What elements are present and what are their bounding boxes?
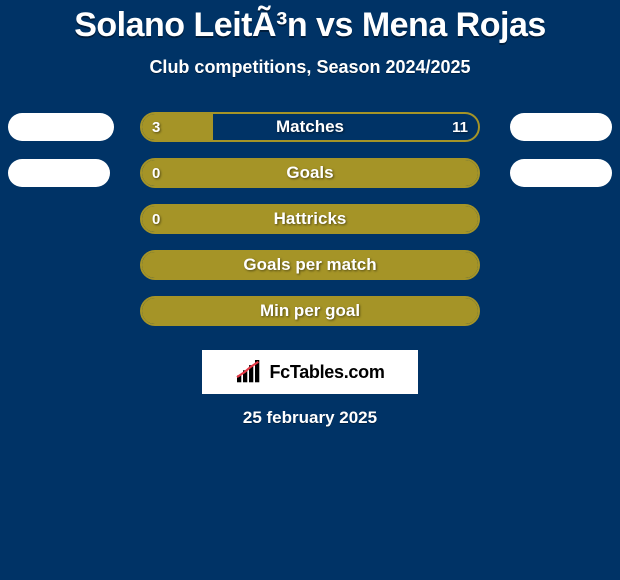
stat-value-left: 3: [152, 114, 160, 140]
stat-rows: Matches311Goals0Hattricks0Goals per matc…: [0, 112, 620, 326]
right-bubble: [510, 159, 612, 187]
stat-row: Goals per match: [0, 250, 620, 280]
stat-bar: Min per goal: [140, 296, 480, 326]
stat-label: Matches: [142, 114, 478, 140]
page-title: Solano LeitÃ³n vs Mena Rojas: [74, 6, 546, 45]
date-text: 25 february 2025: [243, 408, 377, 428]
subtitle: Club competitions, Season 2024/2025: [149, 57, 470, 78]
stat-row: Goals0: [0, 158, 620, 188]
stat-row: Matches3 11: [0, 112, 620, 142]
stat-value-left: 0: [152, 206, 160, 232]
left-bubble: [8, 159, 110, 187]
left-bubble: [8, 113, 114, 141]
stat-label: Hattricks: [142, 206, 478, 232]
stat-bar: Goals0: [140, 158, 480, 188]
stat-value-right: 11: [452, 114, 468, 140]
bars-icon: [235, 360, 263, 384]
stat-bar: Matches3 11: [140, 112, 480, 142]
stat-row: Hattricks0: [0, 204, 620, 234]
stat-row: Min per goal: [0, 296, 620, 326]
stat-label: Min per goal: [142, 298, 478, 324]
stat-label: Goals per match: [142, 252, 478, 278]
stat-bar: Goals per match: [140, 250, 480, 280]
brand-badge: FcTables.com: [202, 350, 418, 394]
brand-text: FcTables.com: [269, 362, 384, 383]
stat-bar: Hattricks0: [140, 204, 480, 234]
stat-value-left: 0: [152, 160, 160, 186]
right-bubble: [510, 113, 612, 141]
stat-label: Goals: [142, 160, 478, 186]
